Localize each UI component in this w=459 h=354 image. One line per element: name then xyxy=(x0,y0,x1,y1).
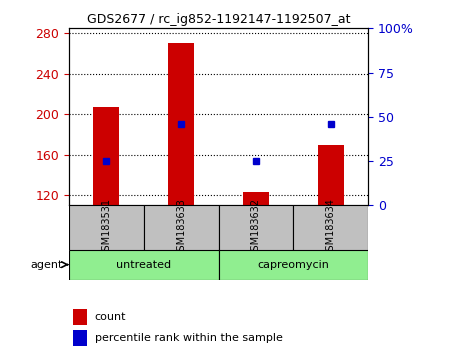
Bar xyxy=(73,309,87,325)
Title: GDS2677 / rc_ig852-1192147-1192507_at: GDS2677 / rc_ig852-1192147-1192507_at xyxy=(87,13,349,26)
FancyBboxPatch shape xyxy=(218,205,293,250)
Text: count: count xyxy=(95,312,126,322)
Bar xyxy=(242,192,269,205)
Text: GSM183632: GSM183632 xyxy=(250,198,260,257)
FancyBboxPatch shape xyxy=(69,250,218,280)
FancyBboxPatch shape xyxy=(293,205,367,250)
Text: GSM183531: GSM183531 xyxy=(101,198,111,257)
Text: GSM183634: GSM183634 xyxy=(325,198,335,257)
Text: capreomycin: capreomycin xyxy=(257,259,329,270)
FancyBboxPatch shape xyxy=(218,250,367,280)
Bar xyxy=(73,330,87,346)
Text: untreated: untreated xyxy=(116,259,171,270)
FancyBboxPatch shape xyxy=(69,205,144,250)
Text: GSM183633: GSM183633 xyxy=(176,198,186,257)
FancyBboxPatch shape xyxy=(144,205,218,250)
Bar xyxy=(317,145,343,205)
Text: agent: agent xyxy=(31,259,63,270)
Bar xyxy=(93,107,119,205)
Bar xyxy=(168,44,194,205)
Text: percentile rank within the sample: percentile rank within the sample xyxy=(95,333,282,343)
